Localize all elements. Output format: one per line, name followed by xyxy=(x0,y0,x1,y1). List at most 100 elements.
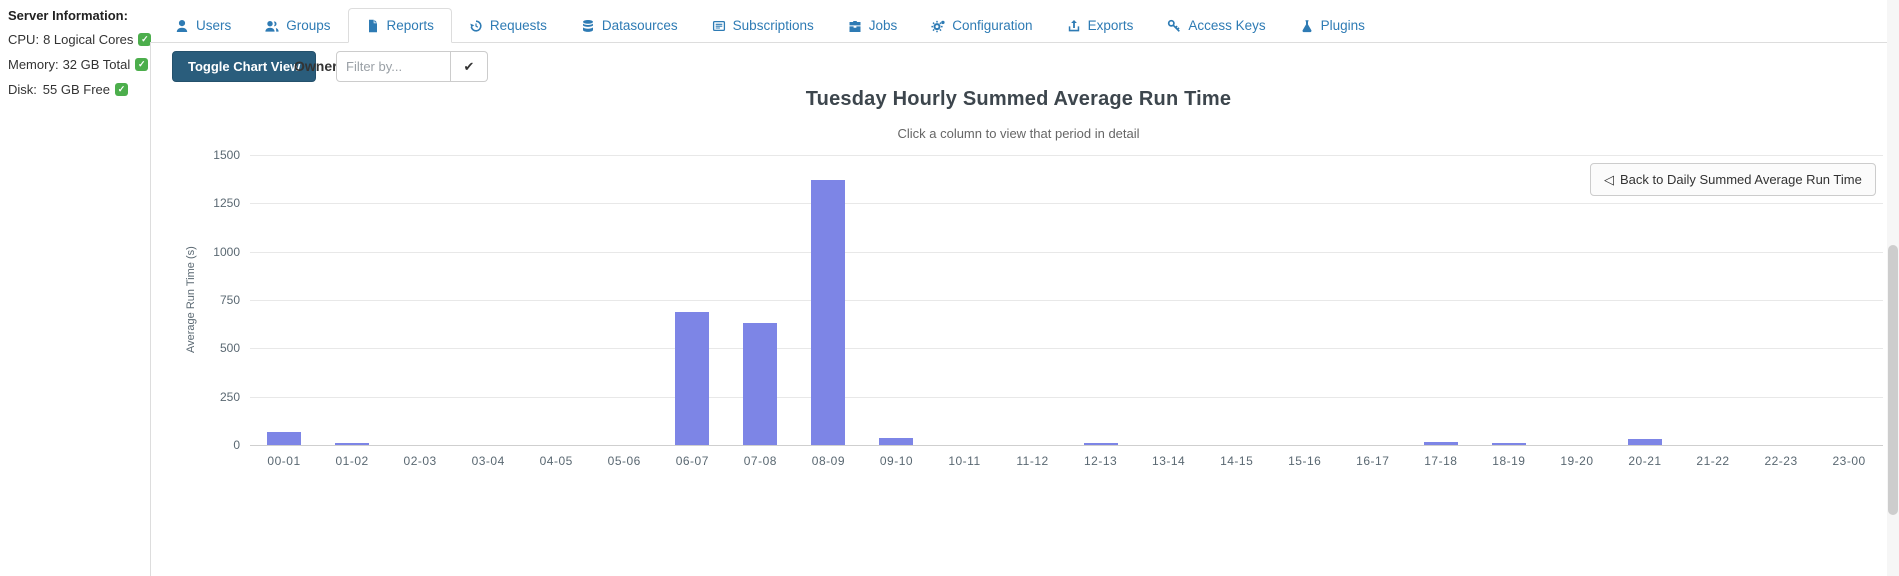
tab-groups[interactable]: Groups xyxy=(248,8,347,43)
chart-column-06-07[interactable]: 06-07 xyxy=(658,155,726,468)
bar[interactable] xyxy=(335,443,370,445)
y-tick-label: 1000 xyxy=(213,244,240,259)
x-tick-label: 01-02 xyxy=(335,454,369,468)
server-info-row-disk: Disk: 55 GB Free ✓ xyxy=(8,82,128,97)
gridline xyxy=(250,348,1883,350)
check-badge-icon: ✓ xyxy=(138,33,152,46)
y-tick-label: 1500 xyxy=(213,148,240,162)
chart-column-01-02[interactable]: 01-02 xyxy=(318,155,386,468)
gridline xyxy=(250,203,1883,205)
tab-exports[interactable]: Exports xyxy=(1050,8,1151,43)
scrollbar-thumb[interactable] xyxy=(1888,245,1898,515)
bar[interactable] xyxy=(879,438,914,445)
x-tick-label: 10-11 xyxy=(948,454,981,468)
bar[interactable] xyxy=(1627,438,1662,445)
server-info-sidebar: Server Information: CPU: 8 Logical Cores… xyxy=(8,8,152,107)
tab-configuration[interactable]: Configuration xyxy=(914,8,1049,43)
x-tick-label: 19-20 xyxy=(1560,454,1594,468)
tab-bar: Users Groups Reports Requests Datasources Sub… xyxy=(150,8,1382,43)
tab-jobs[interactable]: Jobs xyxy=(831,8,915,43)
x-tick-label: 21-22 xyxy=(1696,454,1730,468)
bar[interactable] xyxy=(267,432,302,445)
x-tick-label: 11-12 xyxy=(1016,454,1049,468)
chart-column-19-20[interactable]: 19-20 xyxy=(1543,155,1611,468)
chart-column-15-16[interactable]: 15-16 xyxy=(1271,155,1339,468)
vertical-scrollbar[interactable] xyxy=(1887,0,1899,576)
back-button-label: Back to Daily Summed Average Run Time xyxy=(1620,172,1862,187)
chart-column-03-04[interactable]: 03-04 xyxy=(454,155,522,468)
chart-column-17-18[interactable]: 17-18 xyxy=(1407,155,1475,468)
tab-content-panel xyxy=(150,42,1887,576)
chart-column-12-13[interactable]: 12-13 xyxy=(1067,155,1135,468)
flask-icon xyxy=(1300,19,1314,33)
bar[interactable] xyxy=(675,311,710,445)
chart-column-04-05[interactable]: 04-05 xyxy=(522,155,590,468)
x-tick-label: 03-04 xyxy=(471,454,505,468)
apply-filter-button[interactable]: ✔ xyxy=(451,51,488,82)
x-tick-label: 23-00 xyxy=(1832,454,1866,468)
tab-access-keys[interactable]: Access Keys xyxy=(1150,8,1282,43)
chart-column-10-11[interactable]: 10-11 xyxy=(930,155,998,468)
tab-label: Datasources xyxy=(601,18,678,33)
chart-column-18-19[interactable]: 18-19 xyxy=(1475,155,1543,468)
tab-label: Jobs xyxy=(868,18,898,33)
toggle-chart-view-button[interactable]: Toggle Chart View xyxy=(172,51,317,82)
y-tick-label: 0 xyxy=(233,438,240,452)
bar[interactable] xyxy=(1423,442,1458,445)
x-tick-label: 13-14 xyxy=(1152,454,1186,468)
tab-label: Configuration xyxy=(952,18,1033,33)
chart-column-22-23[interactable]: 22-23 xyxy=(1747,155,1815,468)
chart-column-14-15[interactable]: 14-15 xyxy=(1203,155,1271,468)
chart-column-16-17[interactable]: 16-17 xyxy=(1339,155,1407,468)
x-tick-label: 08-09 xyxy=(811,454,845,468)
y-axis-title: Average Run Time (s) xyxy=(185,246,197,354)
x-tick-label: 07-08 xyxy=(743,454,777,468)
owner-filter-input[interactable] xyxy=(336,51,451,82)
chart-column-05-06[interactable]: 05-06 xyxy=(590,155,658,468)
bar[interactable] xyxy=(743,323,778,445)
chart-column-20-21[interactable]: 20-21 xyxy=(1611,155,1679,468)
server-info-row-memory: Memory: 32 GB Total ✓ xyxy=(8,57,149,72)
tab-requests[interactable]: Requests xyxy=(452,8,564,43)
x-tick-label: 04-05 xyxy=(539,454,573,468)
x-tick-label: 20-21 xyxy=(1628,454,1662,468)
chart-column-08-09[interactable]: 08-09 xyxy=(794,155,862,468)
x-tick-label: 17-18 xyxy=(1424,454,1458,468)
gridline xyxy=(250,155,1883,156)
tab-subscriptions[interactable]: Subscriptions xyxy=(695,8,831,43)
chart-column-02-03[interactable]: 02-03 xyxy=(386,155,454,468)
x-tick-label: 18-19 xyxy=(1492,454,1526,468)
gridline xyxy=(250,251,1883,253)
tab-reports[interactable]: Reports xyxy=(347,8,452,43)
tab-label: Reports xyxy=(386,18,434,33)
bar[interactable] xyxy=(811,180,846,445)
back-to-daily-button[interactable]: ◁ Back to Daily Summed Average Run Time xyxy=(1590,163,1876,196)
tab-users[interactable]: Users xyxy=(158,8,248,43)
user-icon xyxy=(175,19,189,33)
tab-label: Subscriptions xyxy=(732,18,814,33)
memory-value: 32 GB Total xyxy=(62,57,131,72)
disk-value: 55 GB Free xyxy=(42,82,110,97)
chart-column-11-12[interactable]: 11-12 xyxy=(999,155,1067,468)
history-icon xyxy=(469,19,483,33)
export-icon xyxy=(1067,19,1081,33)
chart-column-13-14[interactable]: 13-14 xyxy=(1135,155,1203,468)
chart-subtitle: Click a column to view that period in de… xyxy=(897,126,1140,141)
chart-column-00-01[interactable]: 00-01 xyxy=(250,155,318,468)
owner-label: Owner xyxy=(294,58,338,74)
x-tick-label: 22-23 xyxy=(1764,454,1798,468)
database-icon xyxy=(581,19,595,33)
chart-column-23-00[interactable]: 23-00 xyxy=(1815,155,1883,468)
check-icon: ✔ xyxy=(463,58,475,74)
x-tick-label: 09-10 xyxy=(879,454,914,468)
chart-column-07-08[interactable]: 07-08 xyxy=(726,155,794,468)
tab-datasources[interactable]: Datasources xyxy=(564,8,695,43)
chart-column-09-10[interactable]: 09-10 xyxy=(862,155,930,468)
key-icon xyxy=(1167,19,1181,33)
chart-column-21-22[interactable]: 21-22 xyxy=(1679,155,1747,468)
bar[interactable] xyxy=(1491,443,1526,445)
x-tick-label: 12-13 xyxy=(1083,454,1118,468)
bar[interactable] xyxy=(1083,443,1118,445)
tab-plugins[interactable]: Plugins xyxy=(1283,8,1382,43)
